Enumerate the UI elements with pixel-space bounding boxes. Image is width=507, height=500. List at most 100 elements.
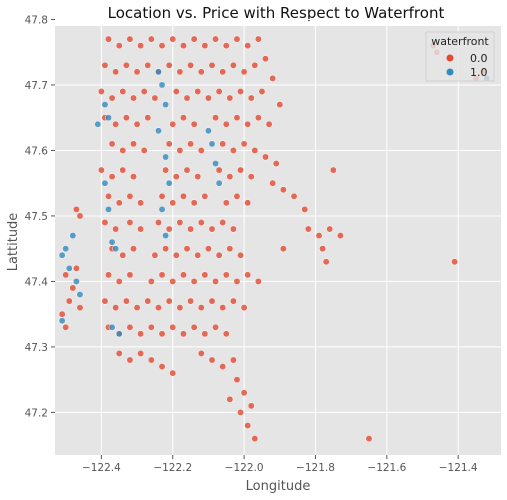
- data-point-series-0: [165, 225, 173, 233]
- data-point-series-0: [247, 94, 255, 102]
- data-point-series-0: [240, 140, 248, 148]
- data-point-series-0: [197, 219, 205, 226]
- data-point-series-0: [244, 42, 252, 50]
- legend-title: waterfront: [431, 35, 489, 48]
- data-point-series-0: [176, 68, 184, 76]
- data-point-series-0: [240, 389, 248, 397]
- legend-label-0: 0.0: [470, 52, 488, 65]
- data-point-series-0: [201, 330, 209, 338]
- data-point-series-0: [179, 114, 187, 122]
- data-point-series-0: [147, 323, 155, 331]
- data-point-series-0: [105, 192, 112, 200]
- data-point-series-0: [197, 350, 205, 357]
- data-point-series-0: [226, 94, 234, 102]
- data-point-series-0: [219, 68, 227, 76]
- data-point-series-0: [212, 114, 220, 122]
- data-point-series-0: [451, 258, 459, 266]
- data-point-series-0: [169, 369, 177, 377]
- data-point-series-0: [65, 297, 73, 305]
- data-point-series-0: [147, 277, 155, 285]
- x-axis-label: Longitude: [246, 479, 311, 494]
- data-point-series-0: [162, 245, 170, 253]
- x-tick-label: −121.6: [367, 462, 406, 474]
- data-point-series-0: [101, 219, 109, 226]
- data-point-series-0: [272, 160, 280, 167]
- data-point-series-1: [105, 114, 112, 122]
- data-point-series-0: [58, 310, 66, 318]
- data-point-series-0: [137, 225, 145, 233]
- data-point-series-0: [140, 146, 148, 154]
- data-point-series-0: [190, 277, 198, 285]
- data-point-series-1: [76, 291, 84, 298]
- data-point-series-0: [262, 55, 269, 63]
- data-point-series-0: [144, 114, 152, 122]
- data-point-series-0: [190, 323, 198, 331]
- data-point-series-0: [329, 166, 337, 174]
- data-point-series-0: [162, 166, 170, 174]
- data-point-series-0: [183, 166, 191, 174]
- data-point-series-0: [158, 271, 166, 279]
- data-point-series-0: [219, 363, 227, 371]
- data-point-series-0: [208, 61, 216, 69]
- data-point-series-0: [169, 120, 177, 128]
- data-point-series-0: [190, 35, 198, 43]
- data-point-series-0: [233, 114, 241, 122]
- data-point-series-0: [233, 277, 241, 285]
- data-point-series-0: [251, 435, 259, 443]
- data-point-series-0: [115, 277, 123, 285]
- data-point-series-0: [204, 245, 212, 253]
- data-point-series-1: [162, 101, 170, 109]
- data-point-series-0: [237, 408, 244, 416]
- data-point-series-0: [215, 88, 223, 95]
- data-point-series-0: [176, 304, 184, 312]
- data-point-series-0: [222, 330, 230, 338]
- data-point-series-0: [72, 205, 80, 213]
- data-point-series-0: [222, 271, 230, 279]
- data-point-series-0: [105, 271, 112, 279]
- data-point-series-0: [122, 114, 130, 122]
- data-point-series-0: [130, 140, 137, 148]
- data-point-series-0: [112, 68, 120, 76]
- data-point-series-1: [215, 179, 223, 187]
- data-point-series-1: [101, 101, 109, 109]
- data-point-series-0: [197, 68, 205, 76]
- data-point-series-0: [133, 68, 141, 76]
- data-point-series-0: [201, 271, 209, 279]
- data-point-series-0: [137, 42, 145, 50]
- data-point-series-0: [204, 94, 212, 102]
- data-point-series-1: [204, 127, 212, 135]
- data-point-series-0: [276, 101, 284, 109]
- data-point-series-0: [119, 251, 127, 259]
- data-point-series-0: [208, 356, 216, 364]
- data-point-series-0: [169, 35, 177, 43]
- data-point-series-0: [155, 219, 162, 226]
- data-point-series-0: [215, 251, 223, 259]
- data-point-series-1: [155, 68, 162, 76]
- data-point-series-0: [183, 94, 191, 102]
- data-point-series-0: [115, 199, 123, 207]
- data-point-series-0: [254, 35, 262, 43]
- data-point-series-1: [115, 330, 123, 338]
- data-point-series-1: [162, 153, 170, 161]
- data-point-series-0: [304, 225, 312, 233]
- legend-marker-0: [446, 54, 454, 62]
- data-point-series-0: [133, 120, 141, 128]
- x-tick-label: −121.8: [296, 462, 335, 474]
- data-point-series-0: [229, 356, 237, 364]
- data-point-series-0: [122, 61, 130, 69]
- x-axis-ticks: −122.4 −122.2 −122.0 −121.8 −121.6 −121.4: [82, 455, 478, 474]
- data-point-series-0: [226, 395, 234, 403]
- data-point-series-1: [155, 127, 162, 135]
- data-point-series-0: [62, 271, 70, 279]
- data-point-series-0: [197, 146, 205, 154]
- data-point-series-0: [137, 330, 145, 338]
- y-tick-label: 47.8: [25, 14, 48, 26]
- data-point-series-0: [115, 42, 123, 50]
- x-tick-label: −122.0: [225, 462, 264, 474]
- data-point-series-0: [222, 120, 230, 128]
- data-point-series-0: [62, 323, 70, 331]
- data-point-series-0: [158, 42, 166, 50]
- data-point-series-1: [108, 238, 116, 246]
- data-point-series-0: [155, 304, 162, 312]
